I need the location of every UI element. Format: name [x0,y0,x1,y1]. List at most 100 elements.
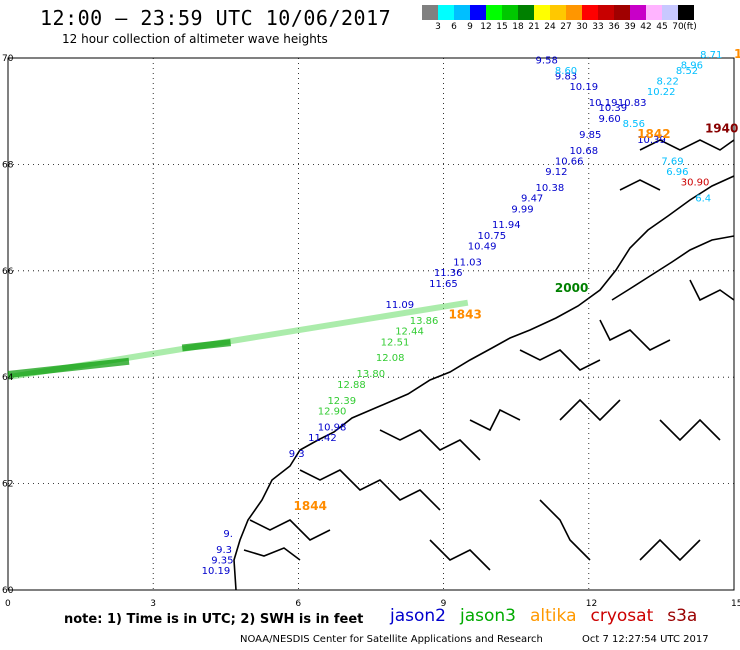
wave-height-value: 8.56 [623,119,645,130]
colorbar-swatch [662,5,678,20]
coastline-segment [611,235,735,301]
wave-height-value: 8.22 [657,77,679,88]
wave-height-value: 10.19 [589,98,618,109]
legend-cryosat: cryosat [590,606,654,626]
coastline [233,139,735,591]
wave-height-value: 8.96 [681,61,703,72]
wave-height-value: 30.90 [681,178,710,189]
coastline-segment [539,499,591,561]
wave-height-value: 9.35 [211,555,233,566]
colorbar-label: 9 [467,22,473,32]
wave-height-value: 9.85 [579,130,601,141]
grid [7,57,735,591]
coastline-segment [299,469,441,511]
colorbar-swatch [582,5,598,20]
colorbar-swatch [470,5,486,20]
legend-jason2: jason2 [390,606,446,626]
coastline-segment [243,547,301,561]
wave-height-value: 8.52 [676,66,698,77]
lat-tick-label: 66 [2,267,14,277]
wave-height-value: 10.22 [647,87,676,98]
wave-height-value: 6.96 [666,167,688,178]
colorbar-swatch [566,5,582,20]
time-labels: 1843 1844 1940 2000 1842 1844 [294,47,740,513]
lon-tick-label: 9 [441,599,447,609]
coastline-segment [659,418,721,442]
wave-height-value: 9.83 [555,71,577,82]
colorbar-swatch [486,5,502,20]
colorbar-swatch [454,5,470,20]
wave-height-value: 13.86 [410,316,439,327]
wave-height-value: 12.08 [376,353,405,364]
coastline-segment [249,519,331,541]
wave-height-value: 11.65 [429,279,458,290]
colorbar-label: 39 [624,22,636,32]
page-title: 12:00 – 23:59 UTC 10/06/2017 [40,6,392,30]
jason3-track-dense [181,339,232,352]
colorbar-swatch [630,5,646,20]
wave-height-value: 10.39 [637,135,666,146]
colorbar-swatch [550,5,566,20]
colorbar-swatch [646,5,662,20]
colorbar-swatch [422,5,438,20]
wave-height-value: 12.90 [318,406,347,417]
footer-note: note: 1) Time is in UTC; 2) SWH is in fe… [64,612,364,627]
coastline-segment [639,538,701,562]
credit-text: NOAA/NESDIS Center for Satellite Applica… [240,634,543,645]
time-label: 1844 [734,47,740,61]
wave-height-value: 10.19 [569,82,598,93]
colorbar-label: 42 [640,22,652,32]
legend-jason3: jason3 [460,606,516,626]
wave-height-value: 9.58 [536,55,558,66]
wave-height-value: 9.3 [289,449,305,460]
colorbar-swatch [438,5,454,20]
colorbar-label: 27 [560,22,572,32]
coastline-segment [469,408,521,432]
lon-tick-label: 6 [295,599,301,609]
wave-height-value: 11.09 [386,300,415,311]
axis-ticks: 60 62 64 66 68 70 0 3 6 9 12 15 [2,54,740,609]
lon-tick-label: 12 [586,599,597,609]
colorbar-label: 30 [576,22,588,32]
wave-height-value: 10.49 [468,242,497,253]
coastline-segment [519,349,601,371]
colorbar-label: 36 [608,22,620,32]
wave-height-value: 9.3 [216,545,232,556]
lon-tick-label: 0 [5,599,11,609]
colorbar-label: 33 [592,22,604,32]
wave-height-value: 10.66 [555,156,584,167]
wave-height-value: 10.68 [569,146,598,157]
wave-height-value: 12.39 [327,396,356,407]
wave-height-value: 9.60 [598,114,620,125]
lat-tick-label: 62 [2,480,13,490]
colorbar-label: 3 [435,22,441,32]
legend-s3a: s3a [667,606,698,626]
wave-height-value: 12.88 [337,380,366,391]
time-label: 2000 [555,281,588,295]
colorbar-label: 6 [451,22,457,32]
lon-tick-label: 3 [150,599,156,609]
wave-height-value: 7.69 [661,156,683,167]
generated-time: Oct 7 12:27:54 UTC 2017 [582,634,709,645]
colorbar-label: 15 [496,22,508,32]
wave-height-value: 10.39 [598,103,627,114]
colorbar-label: 45 [656,22,668,32]
wave-height-value: 9.99 [511,204,533,215]
wave-height-value: 10.98 [318,422,347,433]
colorbar-swatch [502,5,518,20]
wave-height-value: 10.75 [477,231,506,242]
time-label: 1844 [294,499,327,513]
time-label: 1843 [448,308,481,322]
colorbar-swatch [614,5,630,20]
colorbar-swatch [598,5,614,20]
colorbar-unit: (ft) [683,22,697,32]
coastline-segment [379,429,481,461]
coastline-segment [619,179,661,191]
coastline-segment [639,139,735,151]
wave-height-value: 9.12 [545,167,567,178]
colorbar-label: 21 [528,22,540,32]
lon-tick-label: 15 [731,599,740,609]
time-label: 1940 [705,121,738,135]
wave-height-value: 8.71 [700,50,722,61]
